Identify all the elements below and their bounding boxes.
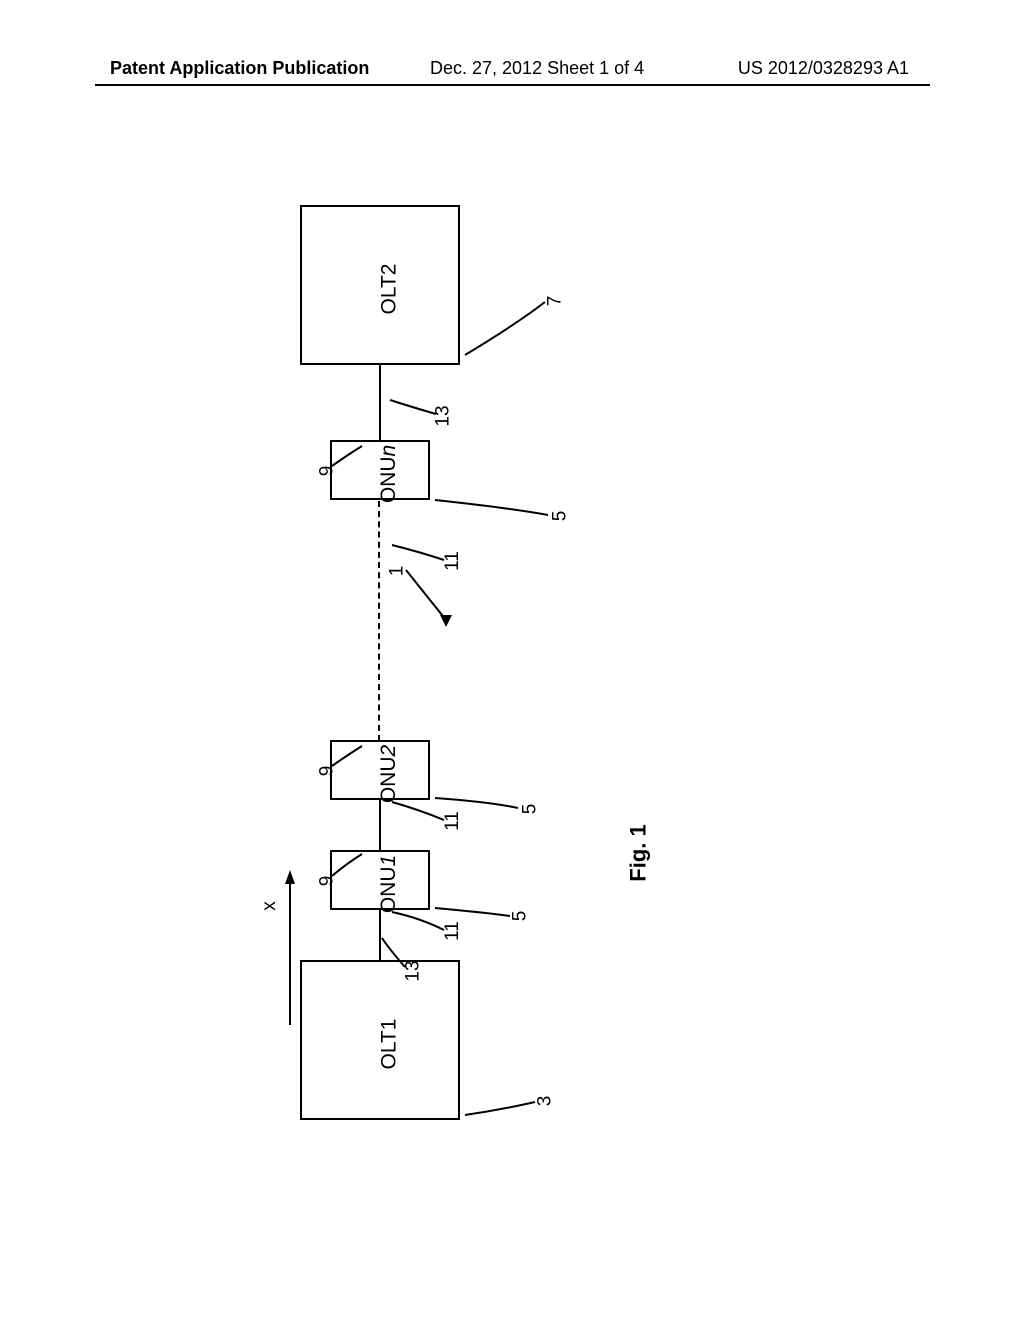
system-ref-arrowhead — [439, 613, 453, 627]
leader-lines — [130, 150, 830, 1150]
leader-line — [382, 938, 405, 967]
header-rule — [95, 84, 930, 86]
ref-13: 13 — [403, 960, 425, 981]
header-right: US 2012/0328293 A1 — [738, 58, 909, 79]
ref-11: 11 — [442, 811, 464, 831]
ref-5: 5 — [509, 911, 531, 922]
leader-line — [332, 854, 362, 876]
leader-line — [332, 446, 362, 466]
ref-11: 11 — [442, 551, 464, 571]
page-header: Patent Application Publication Dec. 27, … — [0, 58, 1024, 79]
leader-line — [465, 302, 545, 355]
ref-3: 3 — [534, 1096, 556, 1107]
ref-7: 7 — [544, 296, 566, 307]
ref-9: 9 — [316, 466, 338, 477]
leader-line — [435, 798, 518, 808]
leader-line — [392, 545, 444, 560]
leader-line — [332, 746, 362, 766]
ref-11: 11 — [442, 921, 464, 941]
figure-caption: Fig. 1 — [626, 824, 652, 881]
ref-5: 5 — [549, 511, 571, 522]
ref-13: 13 — [433, 405, 455, 426]
leader-line — [392, 802, 444, 820]
ref-9: 9 — [316, 876, 338, 887]
leader-line — [390, 400, 436, 414]
ref-5: 5 — [519, 804, 541, 815]
leader-line — [435, 500, 548, 515]
leader-line — [435, 908, 510, 916]
header-center: Dec. 27, 2012 Sheet 1 of 4 — [430, 58, 644, 79]
figure-1: 1 x OLT1ONU1ONU2ONUnOLT2 313115911591159… — [130, 150, 830, 1150]
leader-line — [465, 1102, 535, 1115]
header-left: Patent Application Publication — [110, 58, 369, 79]
ref-9: 9 — [316, 766, 338, 777]
leader-line — [392, 912, 444, 930]
